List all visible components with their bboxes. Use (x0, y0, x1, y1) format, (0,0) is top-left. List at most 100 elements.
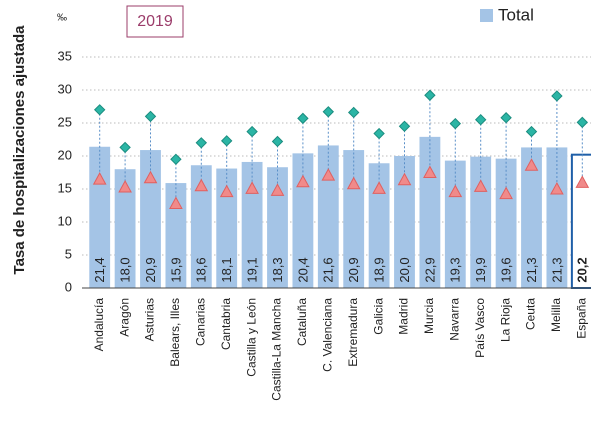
y-tick-label: 15 (58, 180, 72, 195)
value-label: 19,1 (245, 257, 260, 282)
legend-label: Total (498, 5, 534, 24)
triangle-marker (448, 184, 463, 198)
y-tick-label: 30 (58, 81, 72, 96)
triangle-marker (397, 172, 412, 186)
bar (394, 156, 415, 288)
bar (343, 150, 365, 288)
diamond-marker (144, 110, 157, 123)
value-label: 21,4 (92, 257, 107, 282)
value-label: 18,3 (270, 257, 285, 282)
triangle-marker (550, 181, 564, 195)
diamond-marker (398, 120, 411, 133)
y-tick-label: 10 (58, 213, 72, 228)
diamond-marker (525, 125, 538, 138)
diamond-marker (373, 127, 385, 140)
triangle-marker (169, 196, 183, 210)
x-tick-label: País Vasco (473, 298, 487, 358)
chart-title: 2019 (137, 13, 173, 30)
x-tick-label: España (574, 298, 588, 339)
diamond-marker (170, 153, 182, 166)
triangle-marker (92, 172, 107, 185)
value-label: 18,6 (194, 257, 209, 282)
triangle-marker (118, 179, 132, 193)
bar (190, 165, 212, 288)
value-label: 20,9 (143, 257, 158, 282)
x-tick-label: Madrid (397, 298, 411, 335)
diamond-marker (576, 116, 589, 129)
diamond-marker (322, 106, 335, 118)
diamond-marker (347, 106, 360, 119)
y-axis-label: Tasa de hospitalizaciones ajustada (11, 25, 28, 275)
x-tick-label: Balears, Illes (168, 298, 182, 367)
triangle-marker (473, 179, 488, 192)
x-tick-label: Navarra (447, 298, 461, 341)
x-tick-label: Castilla y León (244, 298, 258, 377)
y-tick-label: 35 (58, 48, 72, 63)
unit: ‰ (57, 13, 67, 24)
bar (419, 136, 441, 288)
diamond-marker (474, 113, 487, 126)
diamond-marker (119, 141, 131, 154)
x-tick-label: Andalucía (92, 298, 106, 352)
diamond-marker (500, 112, 512, 124)
value-label: 20,4 (295, 257, 310, 282)
diamond-marker (424, 89, 436, 101)
x-tick-label: C. Valenciana (320, 298, 334, 372)
triangle-marker (524, 158, 539, 171)
triangle-marker (346, 176, 361, 190)
legend-swatch (480, 9, 493, 22)
triangle-marker (372, 181, 386, 194)
value-label: 19,9 (473, 257, 488, 282)
value-label: 21,3 (524, 257, 539, 282)
diamond-marker (297, 112, 309, 125)
value-label: 18,0 (118, 257, 133, 282)
y-tick-label: 20 (58, 147, 72, 162)
value-label: 15,9 (168, 257, 183, 282)
value-label: 20,0 (397, 257, 412, 282)
bar (267, 167, 288, 288)
x-tick-label: Melilla (549, 298, 563, 332)
x-tick-label: Canarias (193, 298, 207, 346)
triangle-marker (219, 184, 234, 198)
diamond-marker (551, 90, 563, 102)
value-label: 20,9 (346, 257, 361, 282)
x-tick-label: La Rioja (498, 298, 512, 342)
value-label: 22,9 (422, 257, 437, 282)
bar (165, 183, 187, 288)
x-tick-label: Galicia (371, 298, 385, 335)
y-tick-label: 5 (65, 246, 72, 261)
bar (114, 169, 136, 288)
bar (521, 147, 542, 288)
bar (140, 150, 161, 288)
x-tick-label: Cataluña (295, 298, 309, 346)
value-label: 18,1 (219, 257, 234, 282)
triangle-marker (296, 174, 310, 188)
bar (444, 160, 466, 288)
bar (495, 158, 517, 288)
value-label: 18,9 (372, 257, 387, 282)
diamond-marker (246, 125, 258, 138)
value-label: 21,6 (321, 257, 336, 282)
triangle-marker (194, 178, 209, 192)
y-tick-label: 0 (65, 279, 72, 294)
x-tick-label: Asturias (143, 298, 157, 341)
triangle-marker (575, 175, 590, 188)
value-label: 19,3 (448, 257, 463, 282)
diamond-marker (93, 104, 106, 116)
diamond-marker (271, 135, 284, 148)
triangle-marker (143, 170, 158, 184)
title-box (126, 5, 184, 38)
bar (368, 163, 390, 288)
triangle-marker (499, 186, 513, 200)
y-tick-label: 25 (58, 114, 72, 129)
triangle-marker (245, 181, 259, 194)
x-tick-label: Castilla-La Mancha (270, 298, 284, 401)
x-tick-label: Cantabria (219, 298, 233, 350)
diamond-marker (195, 137, 208, 149)
diamond-marker (449, 117, 462, 130)
triangle-marker (270, 183, 285, 196)
triangle-marker (321, 168, 336, 181)
diamond-marker (220, 135, 233, 147)
bar (216, 168, 238, 288)
